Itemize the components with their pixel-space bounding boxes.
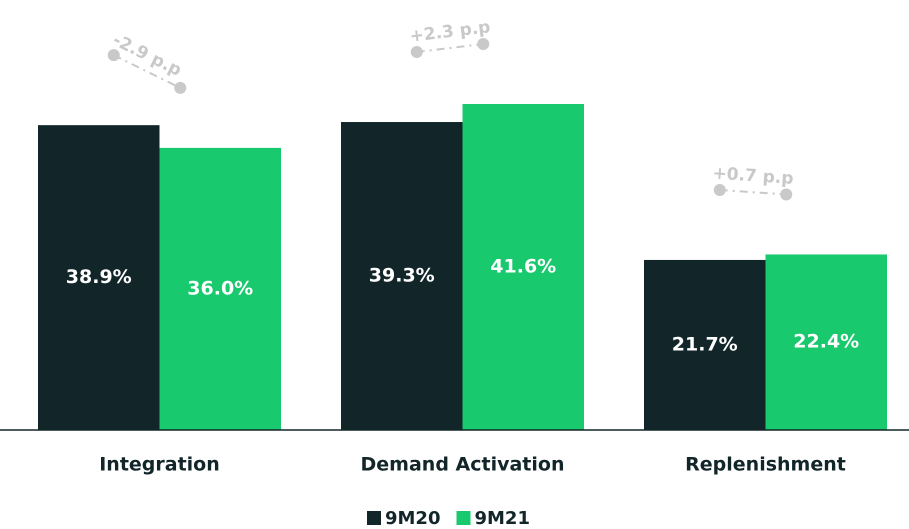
- annotation-dot: [410, 46, 423, 59]
- category-label: Replenishment: [685, 454, 846, 476]
- annotation-line: [113, 54, 181, 89]
- bar: [765, 254, 887, 430]
- annotation-dot: [174, 81, 187, 94]
- value-label: 41.6%: [490, 256, 556, 278]
- legend-swatch: [367, 511, 381, 525]
- annotation-dot: [780, 188, 793, 201]
- category-label: Integration: [99, 454, 220, 476]
- bar: [644, 259, 766, 430]
- legend-swatch: [456, 511, 471, 525]
- value-label: 22.4%: [793, 331, 859, 353]
- bar: [159, 147, 281, 430]
- legend-label: 9M21: [475, 508, 531, 529]
- annotation-line: [416, 43, 484, 54]
- annotation-dot: [713, 183, 726, 196]
- bar: [462, 104, 584, 430]
- annotation-line: [719, 188, 787, 196]
- bar: [341, 122, 463, 430]
- value-label: 38.9%: [66, 266, 132, 288]
- value-label: 21.7%: [672, 333, 738, 355]
- category-label: Demand Activation: [361, 454, 565, 476]
- annotation: +0.7 p.p: [712, 163, 794, 188]
- bar: [38, 125, 160, 430]
- annotation: -2.9 p.p: [109, 30, 184, 81]
- legend-label: 9M20: [385, 508, 441, 529]
- value-label: 39.3%: [369, 265, 435, 287]
- value-label: 36.0%: [187, 277, 253, 299]
- annotation-dot: [477, 38, 490, 50]
- annotation-dot: [107, 49, 120, 62]
